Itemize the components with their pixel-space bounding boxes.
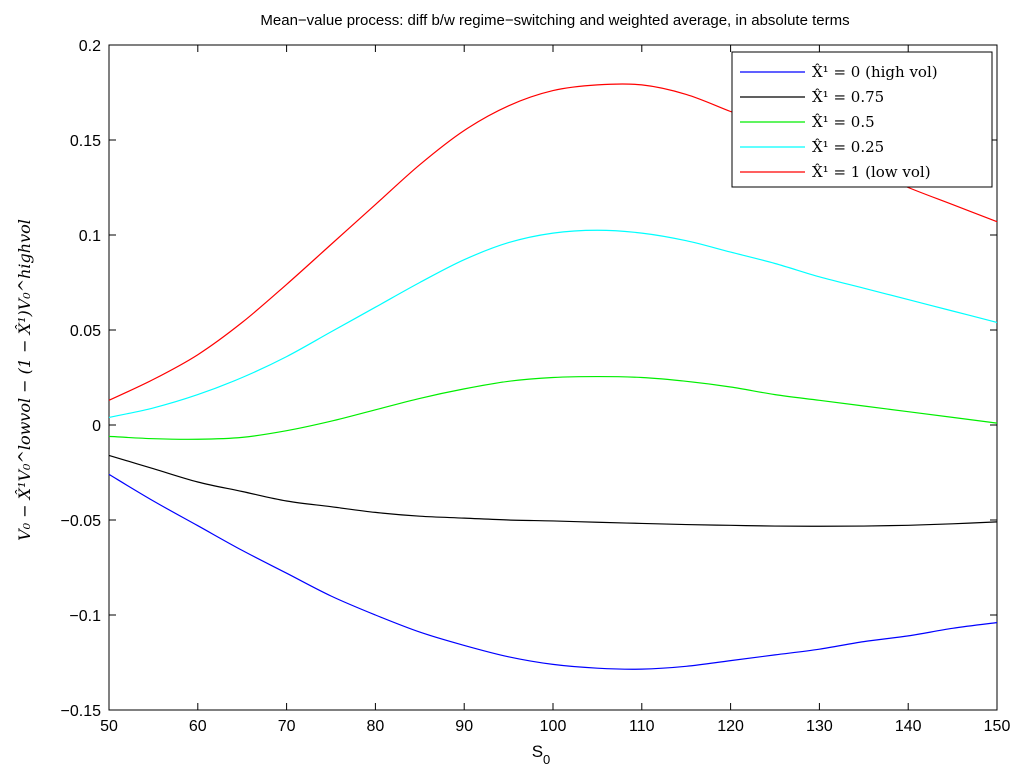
series-line [108, 454, 998, 527]
legend-label: X̂¹ = 0 (high vol) [812, 63, 938, 81]
x-axis-label-main: S [532, 742, 543, 761]
x-axis-label: S0 [532, 742, 551, 767]
x-tick-label: 120 [717, 718, 744, 735]
y-tick-label: 0.05 [70, 323, 101, 340]
series-line [108, 473, 998, 670]
y-tick-label: 0.1 [79, 228, 101, 245]
y-tick-label: 0.2 [79, 38, 101, 55]
x-tick-label: 80 [367, 718, 385, 735]
y-tick-label: −0.05 [61, 513, 102, 530]
x-axis-ticks: 50 60 70 80 90 100 110 120 130 140 150 [100, 45, 1010, 735]
series-line [108, 375, 998, 440]
legend-label: X̂¹ = 1 (low vol) [812, 163, 931, 181]
legend: X̂¹ = 0 (high vol) X̂¹ = 0.75 X̂¹ = 0.5 X̂¹… [731, 51, 993, 188]
legend-box [731, 51, 993, 188]
x-tick-label: 70 [278, 718, 296, 735]
chart-title: Mean−value process: diff b/w regime−swit… [260, 12, 849, 29]
series-line [108, 229, 998, 418]
x-tick-label: 60 [189, 718, 207, 735]
y-axis-label: V₀ − X̂¹V₀^lowvol − (1 − X̂¹)V₀^highvol [15, 219, 34, 541]
y-tick-label: 0 [92, 418, 101, 435]
y-axis-ticks: −0.15 −0.1 −0.05 0 0.05 0.1 0.15 0.2 [61, 38, 997, 720]
y-tick-label: 0.15 [70, 133, 101, 150]
y-tick-label: −0.15 [61, 703, 102, 720]
legend-label: X̂¹ = 0.5 [812, 113, 875, 131]
x-tick-label: 100 [540, 718, 567, 735]
x-tick-label: 90 [455, 718, 473, 735]
x-axis-label-subscript: 0 [543, 752, 550, 767]
y-tick-label: −0.1 [69, 608, 101, 625]
x-tick-label: 50 [100, 718, 118, 735]
legend-label: X̂¹ = 0.25 [812, 138, 884, 156]
x-tick-label: 130 [806, 718, 833, 735]
legend-label: X̂¹ = 0.75 [812, 88, 884, 106]
x-tick-label: 140 [895, 718, 922, 735]
x-tick-label: 110 [629, 718, 655, 735]
x-tick-label: 150 [984, 718, 1011, 735]
